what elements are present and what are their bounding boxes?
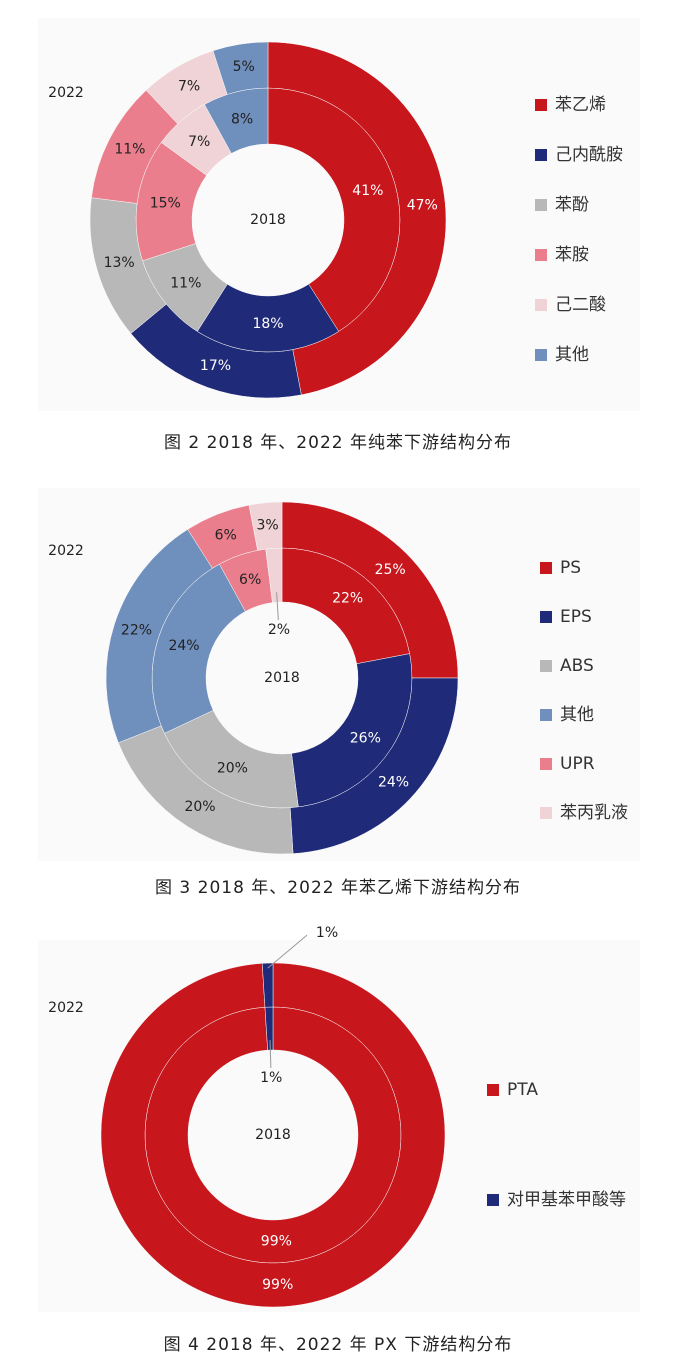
ring-label: 2018: [264, 670, 300, 686]
data-label: 3%: [256, 518, 278, 534]
data-label: 47%: [407, 197, 438, 213]
legend-label: 苯乙烯: [555, 95, 606, 115]
leader-line: [276, 592, 279, 621]
data-label: 24%: [168, 638, 199, 654]
data-label: 7%: [178, 79, 200, 95]
data-label: 26%: [350, 731, 381, 747]
data-label: 5%: [233, 59, 255, 75]
legend-label: PTA: [507, 1080, 538, 1100]
legend-swatch: [540, 562, 552, 574]
legend-swatch: [487, 1084, 499, 1096]
ring-label: 2022: [48, 1000, 84, 1016]
data-label: 6%: [239, 572, 261, 588]
data-label: 11%: [170, 276, 201, 292]
slice: [289, 677, 459, 854]
data-label: 22%: [332, 591, 363, 607]
legend-swatch: [535, 349, 547, 361]
slice: [267, 41, 447, 396]
data-label: 6%: [215, 528, 237, 544]
data-label: 20%: [184, 799, 215, 815]
legend-label: 苯丙乳液: [560, 803, 628, 823]
legend-swatch: [540, 758, 552, 770]
leader-line: [269, 1040, 272, 1069]
legend-label: 对甲基苯甲酸等: [507, 1190, 626, 1210]
slice: [212, 41, 269, 95]
data-label: 1%: [260, 1070, 282, 1086]
data-label: 20%: [217, 760, 248, 776]
legend-label: 苯胺: [555, 245, 589, 265]
legend-swatch: [535, 149, 547, 161]
data-label: 8%: [231, 111, 253, 127]
legend-label: UPR: [560, 754, 595, 774]
legend-label: PS: [560, 558, 581, 578]
slice: [248, 501, 283, 551]
caption: 图 2 2018 年、2022 年纯苯下游结构分布: [164, 433, 512, 453]
data-label: 17%: [200, 358, 231, 374]
data-label: 25%: [375, 562, 406, 578]
legend-label: 其他: [560, 705, 594, 725]
data-label: 18%: [252, 316, 283, 332]
legend-swatch: [535, 249, 547, 261]
slice: [100, 962, 446, 1308]
legend-swatch: [540, 611, 552, 623]
ring-label: 2018: [250, 212, 286, 228]
legend-label: EPS: [560, 607, 592, 627]
legend-label: 其他: [555, 345, 589, 365]
data-label: 22%: [121, 623, 152, 639]
legend-swatch: [540, 660, 552, 672]
legend-swatch: [535, 99, 547, 111]
legend-label: 己内酰胺: [555, 145, 623, 165]
legend-label: 苯酚: [555, 195, 589, 215]
data-label: 41%: [352, 183, 383, 199]
ring-label: 2022: [48, 543, 84, 559]
data-label: 99%: [261, 1233, 292, 1249]
data-label: 1%: [316, 925, 338, 941]
data-label: 11%: [114, 142, 145, 158]
ring-label: 2022: [48, 85, 84, 101]
ring-label: 2018: [255, 1127, 291, 1143]
legend-label: ABS: [560, 656, 594, 676]
legend-swatch: [540, 807, 552, 819]
caption: 图 3 2018 年、2022 年苯乙烯下游结构分布: [155, 878, 521, 898]
legend-swatch: [535, 199, 547, 211]
data-label: 15%: [150, 196, 181, 212]
caption: 图 4 2018 年、2022 年 PX 下游结构分布: [164, 1335, 513, 1355]
slice: [261, 962, 274, 1008]
slice: [281, 501, 459, 679]
data-label: 99%: [262, 1277, 293, 1293]
legend-swatch: [487, 1194, 499, 1206]
data-label: 24%: [378, 775, 409, 791]
legend-swatch: [535, 299, 547, 311]
legend-label: 己二酸: [555, 295, 606, 315]
data-label: 13%: [104, 255, 135, 271]
legend-swatch: [540, 709, 552, 721]
data-label: 2%: [268, 622, 290, 638]
data-label: 7%: [188, 134, 210, 150]
leader-line: [267, 934, 308, 969]
